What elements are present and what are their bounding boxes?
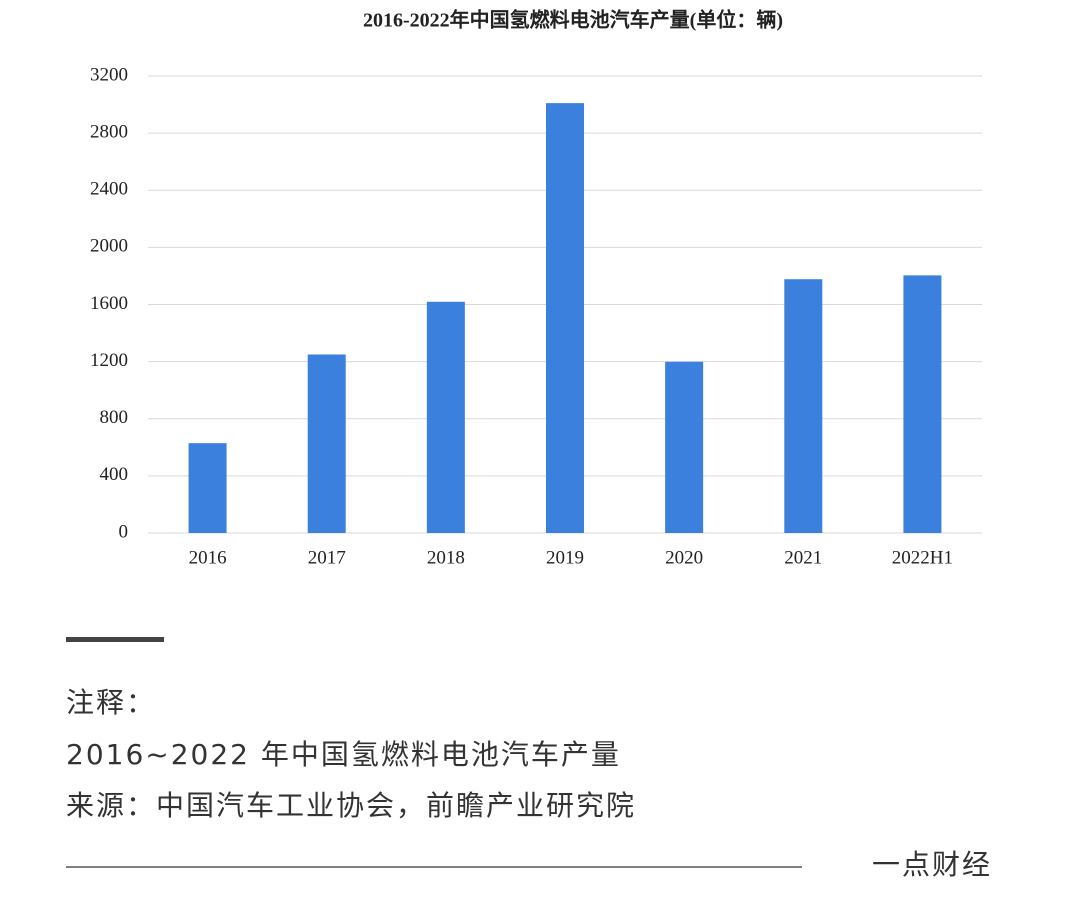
y-tick-label: 3200 bbox=[90, 64, 128, 85]
x-tick-label: 2017 bbox=[308, 547, 346, 568]
chart-title: 2016-2022年中国氢燃料电池汽车产量(单位：辆) bbox=[363, 8, 783, 32]
y-tick-label: 1600 bbox=[90, 293, 128, 314]
bar bbox=[903, 275, 942, 533]
note: 2016~2022 年中国氢燃料电池汽车产量 bbox=[66, 738, 621, 771]
bar bbox=[665, 361, 704, 533]
x-tick-label: 2022H1 bbox=[892, 547, 953, 568]
note-label: 注释： bbox=[66, 686, 156, 719]
x-tick-label: 2018 bbox=[427, 547, 465, 568]
divider-thick bbox=[66, 637, 164, 642]
bar bbox=[546, 103, 584, 534]
brand: 一点财经 bbox=[872, 848, 992, 881]
bar bbox=[784, 279, 823, 533]
x-tick-label: 2019 bbox=[546, 547, 584, 568]
x-tick-label: 2021 bbox=[784, 547, 822, 568]
bar bbox=[426, 301, 465, 533]
y-tick-label: 2000 bbox=[90, 236, 128, 257]
y-tick-label: 400 bbox=[100, 464, 129, 485]
source: 来源：中国汽车工业协会，前瞻产业研究院 bbox=[66, 789, 636, 822]
y-tick-label: 0 bbox=[119, 521, 129, 542]
x-tick-label: 2016 bbox=[189, 547, 227, 568]
bar bbox=[188, 443, 227, 533]
y-tick-label: 2800 bbox=[90, 121, 128, 142]
y-tick-label: 800 bbox=[100, 407, 129, 428]
x-tick-label: 2020 bbox=[665, 547, 703, 568]
y-tick-label: 1200 bbox=[90, 350, 128, 371]
bar bbox=[307, 354, 346, 533]
y-tick-label: 2400 bbox=[90, 179, 128, 200]
